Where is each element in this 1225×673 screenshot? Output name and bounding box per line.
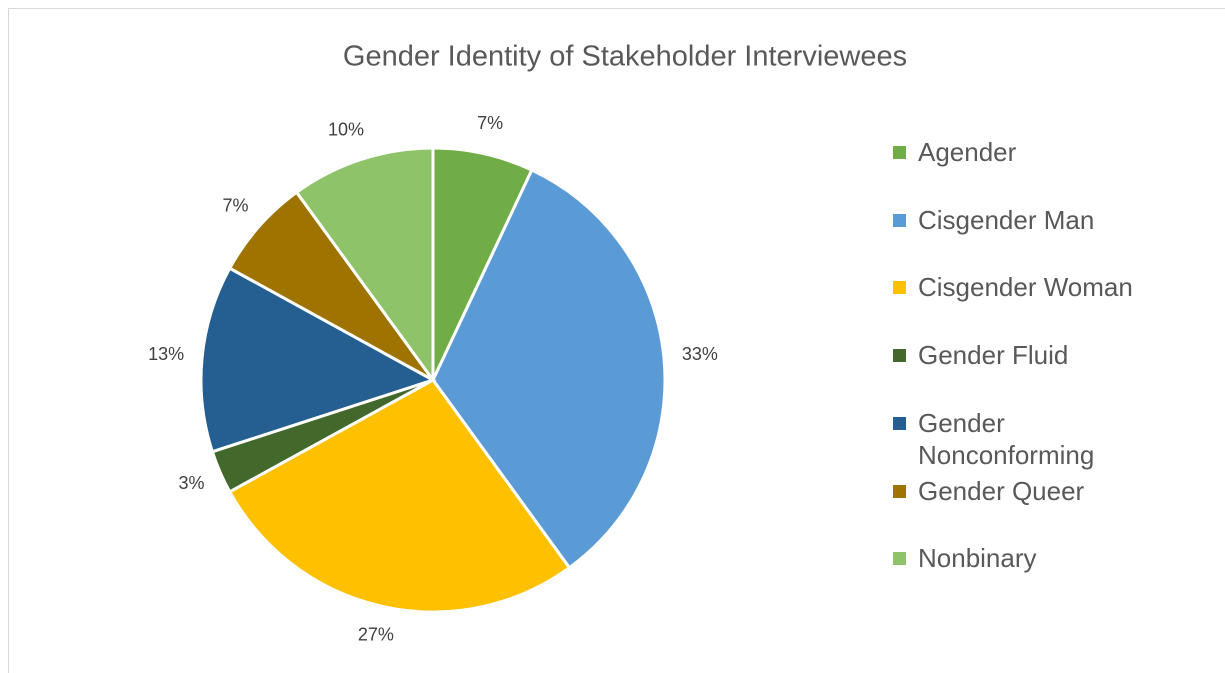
legend-entry: Gender Queer	[893, 475, 1155, 507]
legend-swatch	[893, 416, 906, 430]
data-label: 33%	[682, 344, 718, 364]
pie-slice	[227, 378, 572, 614]
legend-label: Cisgender Woman	[918, 272, 1133, 303]
pie-slice	[431, 168, 667, 570]
legend-label: Gender Queer	[918, 475, 1085, 506]
legend-swatch	[893, 146, 906, 159]
legend-entry: Gender Nonconforming	[893, 407, 1155, 471]
data-label: 27%	[358, 624, 394, 644]
legend-label: Gender Nonconforming	[918, 407, 1095, 470]
legend-entry: Agender	[893, 136, 1155, 168]
pie-slice	[431, 146, 534, 381]
legend-swatch	[893, 281, 906, 295]
legend-entry: Gender Fluid	[893, 339, 1155, 371]
data-label: 3%	[179, 473, 205, 493]
legend-label: Nonbinary	[918, 543, 1037, 574]
pie-slice	[227, 190, 435, 382]
data-label: 13%	[148, 344, 184, 364]
chart-border	[8, 8, 1225, 673]
legend-entry: Nonbinary	[893, 542, 1155, 574]
legend-entry: Cisgender Man	[893, 204, 1155, 236]
legend-swatch	[893, 552, 906, 566]
legend-swatch	[893, 484, 906, 498]
legend-swatch	[893, 213, 906, 227]
chart-title: Gender Identity of Stakeholder Interview…	[343, 41, 907, 73]
data-label: 10%	[328, 120, 364, 140]
legend-label: Cisgender Man	[918, 204, 1095, 235]
legend-entry: Cisgender Woman	[893, 271, 1155, 303]
legend-label: Agender	[918, 137, 1017, 167]
legend-label: Gender Fluid	[918, 340, 1069, 371]
data-label: 7%	[222, 195, 248, 215]
data-label: 7%	[477, 113, 503, 133]
pie-slice	[199, 266, 437, 454]
legend-swatch	[893, 349, 906, 363]
pie-slice	[294, 146, 435, 385]
